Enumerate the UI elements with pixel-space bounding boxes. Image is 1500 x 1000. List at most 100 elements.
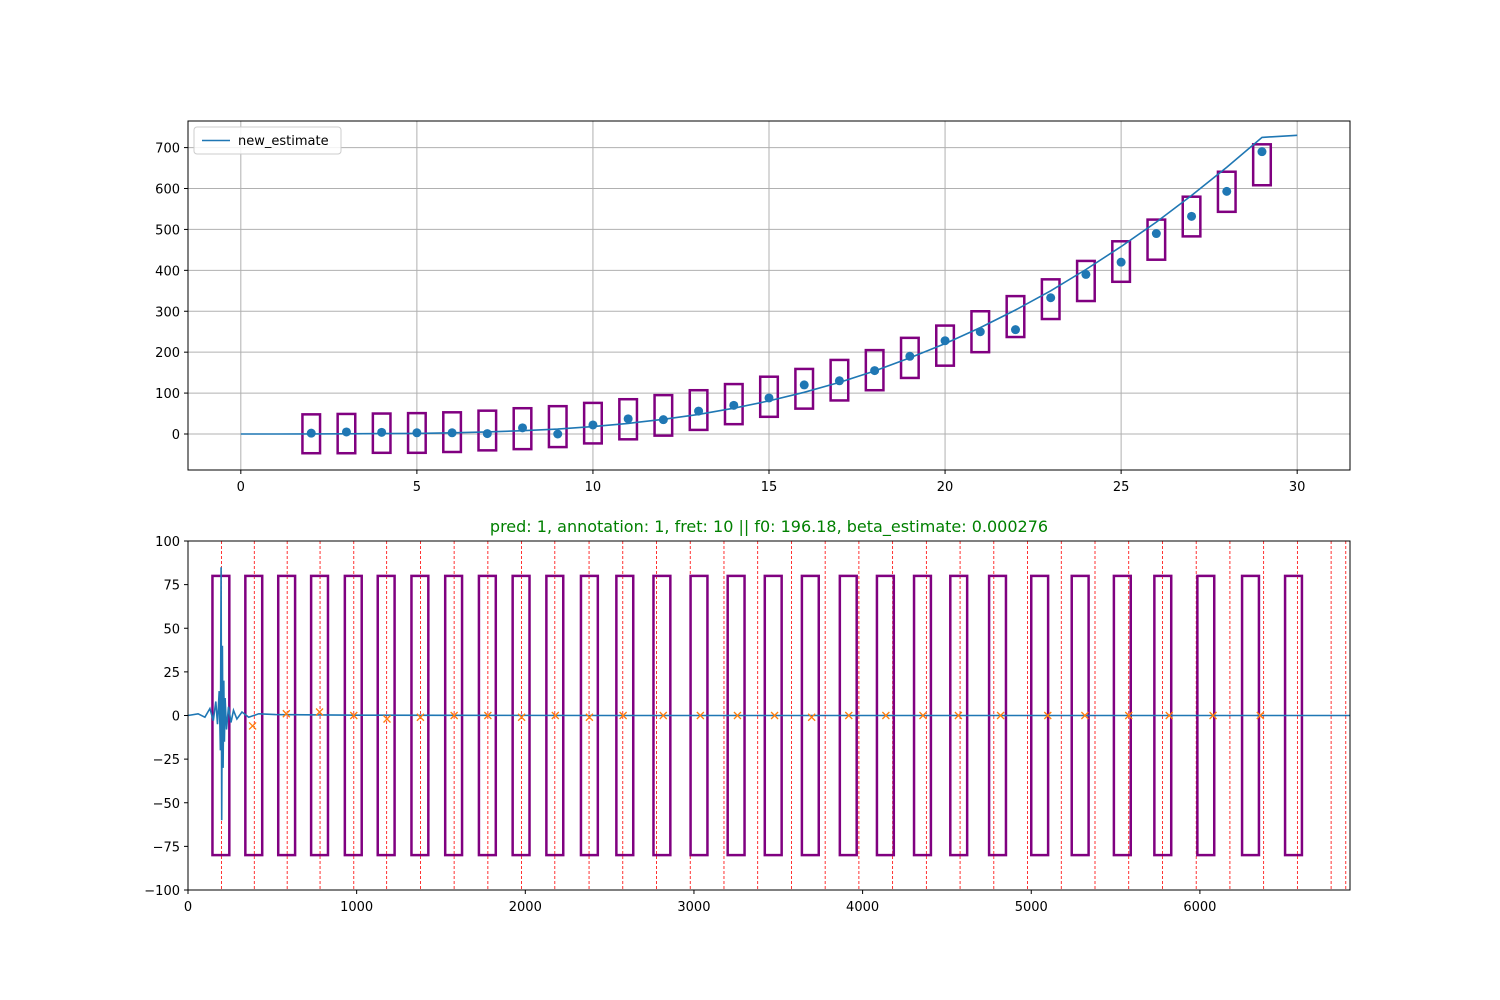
data-point	[834, 376, 844, 386]
interval-box	[1040, 278, 1061, 321]
peak-marker	[954, 711, 963, 720]
y-axis: 0 100 200 300 400 500 600 700	[155, 142, 188, 443]
x-tick-label: 0	[237, 480, 245, 495]
data-point	[306, 428, 316, 438]
peak-marker	[450, 711, 459, 720]
x-tick-label: 10	[585, 480, 602, 495]
peak-marker	[659, 711, 668, 720]
y-tick-label: 0	[172, 710, 180, 725]
data-point	[341, 427, 351, 437]
y-tick-label: −75	[153, 840, 180, 855]
peak-marker	[248, 722, 257, 730]
x-axis: 0 5 10 15 20 25 30	[237, 470, 1306, 495]
interval-box	[1251, 143, 1273, 187]
y-axis: −100 −75 −50 −25 0 25 50 75 100	[144, 535, 188, 899]
peak-marker	[696, 711, 705, 720]
peak-marker	[551, 711, 560, 720]
data-point	[553, 429, 563, 439]
peak-marker	[483, 711, 492, 720]
y-tick-label: 700	[155, 142, 180, 157]
chart-title: pred: 1, annotation: 1, fret: 10 || f0: …	[490, 517, 1048, 537]
peak-marker	[881, 711, 890, 720]
y-tick-label: −100	[144, 884, 180, 899]
peak-marker	[282, 709, 291, 718]
y-tick-label: 600	[155, 183, 180, 198]
legend: new_estimate	[193, 126, 342, 155]
data-point	[905, 351, 915, 361]
legend-label: new_estimate	[238, 134, 329, 149]
y-tick-label: −50	[153, 797, 180, 812]
peak-marker	[619, 711, 628, 720]
x-tick-label: 5000	[1015, 900, 1048, 915]
interval-box	[688, 388, 709, 432]
x-tick-label: 5	[413, 480, 421, 495]
interval-box	[1111, 240, 1132, 284]
peak-marker	[919, 711, 927, 720]
interval-box	[547, 404, 568, 449]
x-tick-label: 6000	[1183, 900, 1216, 915]
interval-box	[864, 348, 885, 392]
peak-marker	[770, 711, 779, 720]
waveform-line	[187, 567, 1350, 821]
interval-box	[1216, 170, 1237, 214]
y-tick-label: 75	[163, 579, 180, 594]
x-tick-label: 4000	[846, 900, 879, 915]
peak-marker	[416, 713, 425, 722]
data-point	[940, 336, 950, 346]
y-tick-label: 25	[163, 666, 180, 681]
data-point	[1257, 147, 1267, 157]
y-tick-label: 100	[155, 535, 180, 550]
interval-box	[1005, 294, 1026, 339]
chart-beta-estimate: 0 5 10 15 20 25 30 0 100 200 300 400 500 600 700 new_…	[155, 120, 1351, 495]
peak-marker	[315, 708, 324, 716]
point-layer	[306, 147, 1267, 439]
data-point	[1010, 325, 1020, 335]
x-tick-label: 3000	[677, 900, 710, 915]
peak-marker	[517, 713, 526, 722]
marker-layer	[248, 708, 1265, 730]
data-point	[482, 429, 492, 439]
waveform-layer	[187, 567, 1350, 821]
peak-marker	[996, 711, 1005, 720]
peak-marker	[1209, 711, 1218, 720]
data-point	[623, 414, 633, 424]
y-tick-label: 400	[155, 264, 180, 279]
interval-box	[899, 336, 920, 380]
peak-marker	[1124, 711, 1133, 720]
y-tick-label: 100	[155, 387, 180, 402]
data-point	[870, 366, 880, 376]
data-point	[1081, 269, 1091, 279]
data-point	[1222, 186, 1232, 196]
peak-marker	[1256, 711, 1265, 720]
interval-box	[935, 324, 956, 367]
data-point	[975, 327, 985, 337]
data-point	[799, 380, 809, 390]
x-tick-label: 0	[184, 900, 192, 915]
data-point	[518, 423, 528, 433]
data-point	[377, 427, 387, 437]
x-tick-label: 20	[937, 480, 954, 495]
data-point	[694, 406, 704, 416]
chart-waveform: pred: 1, annotation: 1, fret: 10 || f0: …	[144, 517, 1351, 915]
data-point	[658, 415, 668, 425]
peak-marker	[1080, 711, 1089, 720]
peak-marker	[807, 713, 816, 722]
data-point	[1151, 229, 1161, 239]
data-point	[412, 428, 422, 438]
y-tick-label: 300	[155, 305, 180, 320]
interval-box	[477, 409, 498, 452]
y-tick-label: −25	[153, 753, 180, 768]
x-tick-label: 15	[761, 480, 778, 495]
x-tick-label: 30	[1289, 480, 1306, 495]
interval-box	[582, 401, 603, 445]
data-point	[1116, 257, 1126, 267]
interval-box	[758, 375, 780, 419]
interval-box	[618, 397, 639, 441]
y-tick-label: 200	[155, 346, 180, 361]
x-tick-label: 2000	[509, 900, 542, 915]
x-tick-label: 25	[1113, 480, 1130, 495]
peak-marker	[585, 713, 594, 722]
y-tick-label: 50	[163, 622, 180, 637]
